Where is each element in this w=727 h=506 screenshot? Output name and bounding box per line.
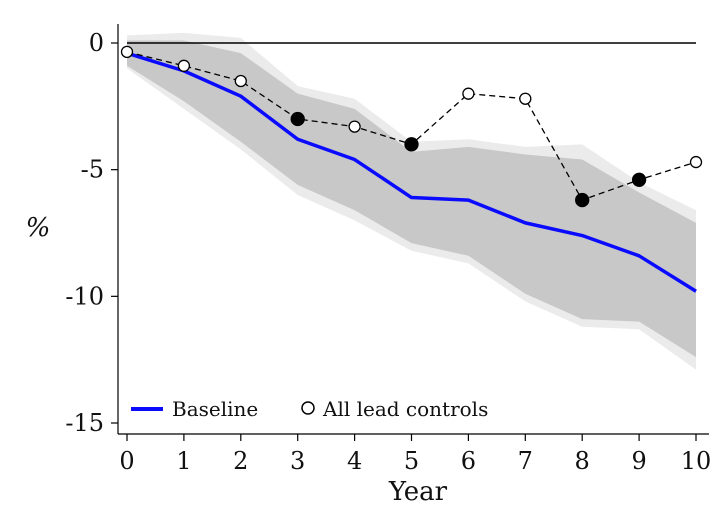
point-all-lead-controls bbox=[404, 137, 419, 152]
point-all-lead-controls bbox=[177, 59, 191, 72]
x-tick-label: 1 bbox=[176, 447, 191, 475]
axes: 0 -5 -10 -15 0 1 2 3 4 5 6 7 8 9 10 bbox=[65, 24, 711, 475]
x-tick-label: 10 bbox=[681, 447, 712, 475]
x-tick-label: 5 bbox=[404, 447, 419, 475]
series-layer bbox=[120, 45, 703, 293]
legend: Baseline All lead controls bbox=[131, 397, 488, 421]
x-axis-title: Year bbox=[388, 477, 448, 506]
x-tick-label: 4 bbox=[347, 447, 362, 475]
point-all-lead-controls bbox=[519, 92, 532, 105]
point-all-lead-controls bbox=[575, 192, 590, 208]
point-all-lead-controls bbox=[290, 111, 305, 127]
point-all-lead-controls bbox=[631, 172, 647, 187]
point-all-lead-controls bbox=[348, 120, 361, 133]
y-tick-label: -5 bbox=[81, 156, 104, 184]
point-all-lead-controls bbox=[462, 87, 475, 100]
x-tick-label: 3 bbox=[290, 447, 305, 475]
x-tick-label: 8 bbox=[575, 447, 590, 475]
legend-lead-controls-label: All lead controls bbox=[322, 397, 488, 421]
x-tick-label: 2 bbox=[233, 447, 248, 475]
x-tick-label: 0 bbox=[119, 447, 134, 475]
y-tick-label: 0 bbox=[89, 29, 104, 57]
y-tick-label: -10 bbox=[65, 282, 104, 310]
y-axis-title: % bbox=[26, 213, 51, 243]
y-tick-label: -15 bbox=[65, 409, 104, 437]
point-all-lead-controls bbox=[234, 74, 247, 88]
series-line-baseline bbox=[126, 51, 697, 293]
x-tick-label: 9 bbox=[631, 447, 646, 475]
point-all-lead-controls bbox=[689, 155, 703, 169]
legend-lead-controls-marker bbox=[301, 401, 315, 415]
legend-baseline-label: Baseline bbox=[172, 397, 258, 421]
point-all-lead-controls bbox=[120, 45, 134, 59]
x-tick-label: 7 bbox=[518, 447, 533, 475]
x-tick-label: 6 bbox=[461, 447, 476, 475]
